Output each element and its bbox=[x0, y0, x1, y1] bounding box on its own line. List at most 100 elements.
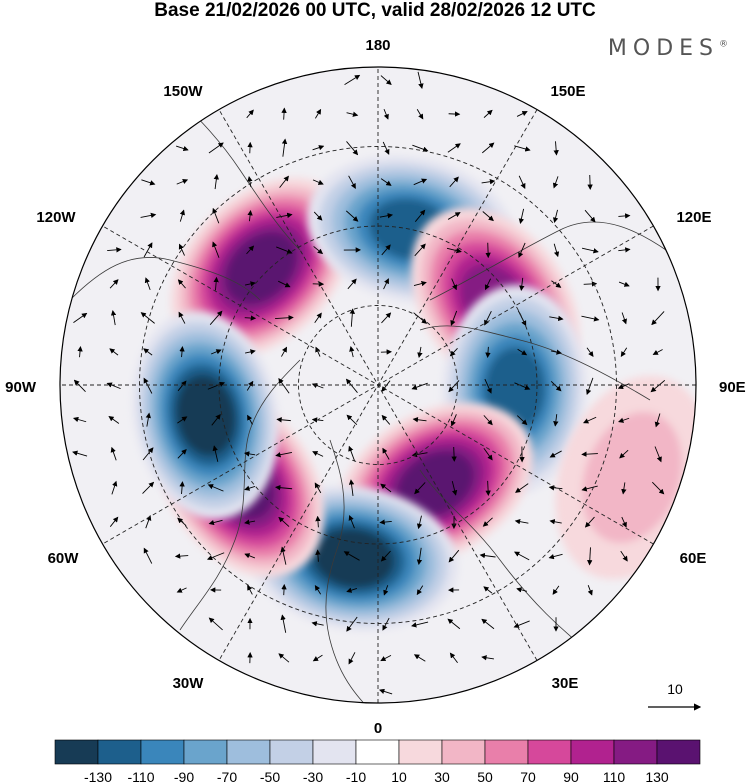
wind-vector bbox=[583, 416, 597, 424]
lon-label-0: 0 bbox=[374, 720, 382, 737]
wind-vector bbox=[281, 583, 287, 596]
wind-vector bbox=[244, 315, 257, 321]
wind-vector bbox=[483, 109, 493, 118]
lon-label-180: 180 bbox=[365, 37, 390, 54]
wind-vector bbox=[621, 516, 627, 528]
wind-vector bbox=[416, 515, 423, 530]
lon-label-120e: 120E bbox=[676, 209, 711, 226]
wind-vector bbox=[379, 213, 394, 219]
wind-vector bbox=[247, 209, 253, 222]
lon-label-90e: 90E bbox=[719, 379, 746, 396]
wind-vector bbox=[552, 209, 559, 223]
wind-vector bbox=[142, 481, 155, 494]
wind-vector bbox=[281, 107, 287, 120]
wind-vector bbox=[484, 278, 492, 291]
wind-vector bbox=[519, 277, 525, 292]
wind-vector bbox=[207, 484, 224, 492]
wind-vector bbox=[278, 378, 290, 394]
wind-vector bbox=[246, 245, 255, 255]
wind-vector bbox=[481, 655, 494, 661]
wind-vector bbox=[551, 280, 562, 288]
wind-vector bbox=[145, 412, 152, 427]
colorbar-tick-label: -70 bbox=[217, 769, 237, 783]
colorbar-tick-label: 70 bbox=[520, 769, 536, 783]
wind-vector bbox=[213, 276, 219, 291]
wind-vector bbox=[348, 652, 356, 665]
wind-vector bbox=[280, 614, 287, 633]
wind-vector bbox=[514, 518, 529, 525]
wind-vector bbox=[380, 483, 392, 493]
wind-vector bbox=[206, 552, 225, 561]
wind-vector bbox=[311, 621, 324, 627]
wind-vector bbox=[485, 346, 491, 359]
wind-vector bbox=[348, 514, 355, 529]
colorbar-tick-label: -130 bbox=[84, 769, 112, 783]
wind-vector bbox=[312, 179, 324, 185]
wind-vector bbox=[208, 617, 223, 631]
wind-vector bbox=[416, 585, 424, 596]
wind-vector bbox=[109, 516, 119, 527]
lon-label-90w: 90W bbox=[5, 379, 37, 396]
colorbar-tick-label: -110 bbox=[128, 769, 155, 783]
wind-vector bbox=[514, 382, 531, 390]
wind-vector bbox=[314, 584, 322, 595]
wind-vector bbox=[314, 482, 322, 494]
wind-vector bbox=[553, 141, 559, 156]
wind-vector bbox=[581, 247, 599, 254]
wind-vector bbox=[346, 111, 359, 117]
wind-vector bbox=[143, 242, 153, 258]
reference-vector-label: 10 bbox=[667, 681, 683, 697]
wind-vector bbox=[141, 179, 156, 186]
wind-vector bbox=[177, 416, 188, 424]
wind-vector bbox=[142, 447, 154, 461]
wind-vector bbox=[346, 414, 358, 426]
wind-vector bbox=[587, 174, 593, 190]
wind-vector bbox=[177, 517, 187, 527]
wind-vector bbox=[380, 654, 392, 662]
wind-vector bbox=[347, 278, 357, 290]
wind-vector bbox=[73, 379, 86, 392]
wind-vector bbox=[446, 247, 462, 254]
wind-vector bbox=[650, 379, 666, 393]
wind-vector bbox=[179, 209, 185, 222]
wind-vector bbox=[315, 515, 321, 528]
wind-vector bbox=[275, 315, 294, 321]
wind-vector bbox=[483, 586, 493, 594]
colorbar-tick-label: -90 bbox=[174, 769, 194, 783]
wind-vector bbox=[619, 449, 629, 459]
colorbar-swatch bbox=[226, 739, 271, 765]
lon-label-150e: 150E bbox=[550, 83, 585, 100]
wind-vector bbox=[312, 145, 325, 151]
wind-vector bbox=[348, 175, 356, 189]
wind-vector bbox=[344, 74, 361, 86]
colorbar-tick-label: 50 bbox=[477, 769, 493, 783]
lon-label-30e: 30E bbox=[552, 675, 579, 692]
wind-vector bbox=[72, 450, 88, 457]
wind-vector bbox=[314, 108, 322, 119]
wind-vector bbox=[315, 346, 321, 357]
wind-vector bbox=[73, 312, 88, 323]
wind-vector bbox=[584, 209, 596, 223]
wind-vector bbox=[109, 348, 119, 356]
wind-vector bbox=[312, 451, 324, 457]
wind-vector bbox=[581, 451, 598, 457]
wind-vector bbox=[280, 546, 287, 565]
wind-vector bbox=[109, 279, 119, 289]
wind-vector bbox=[276, 417, 291, 423]
wind-vector bbox=[110, 446, 117, 461]
wind-vector bbox=[587, 585, 593, 596]
wind-vector bbox=[243, 451, 256, 457]
wind-vector bbox=[247, 176, 253, 188]
wind-vector bbox=[513, 620, 530, 628]
wind-vector bbox=[483, 415, 493, 426]
wind-vector bbox=[484, 378, 492, 394]
wind-vector bbox=[244, 519, 256, 525]
wind-vector bbox=[313, 211, 323, 221]
wind-vector bbox=[246, 380, 254, 391]
wind-vector bbox=[416, 109, 424, 120]
wind-vector bbox=[414, 209, 426, 222]
coastline bbox=[429, 221, 681, 301]
wind-vector bbox=[518, 175, 526, 189]
colorbar-swatch bbox=[398, 739, 443, 765]
